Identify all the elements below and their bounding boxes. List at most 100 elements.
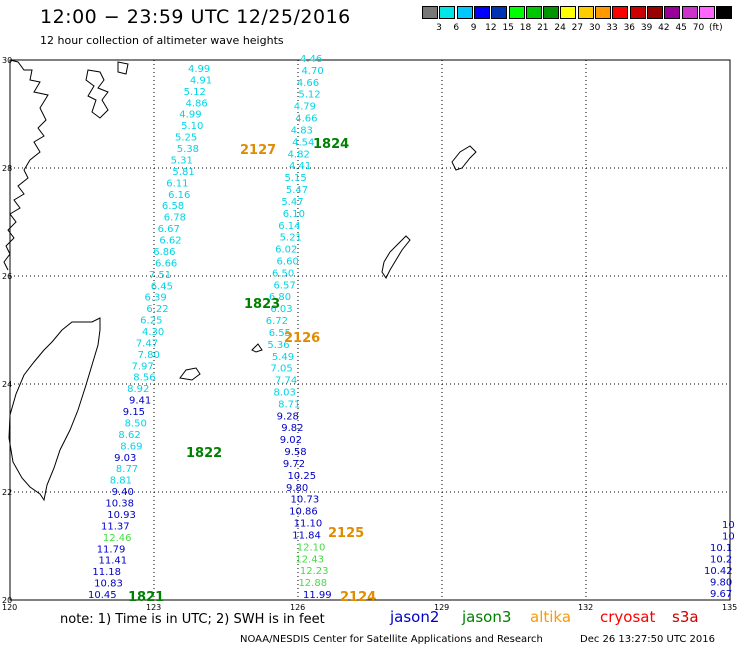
lat-lon-grid bbox=[9, 59, 731, 601]
wave-height-value: 4.91 bbox=[190, 75, 212, 86]
legend-label: 18 bbox=[519, 23, 532, 33]
wave-height-value: 10.86 bbox=[289, 507, 318, 518]
wave-height-value: 5.47 bbox=[281, 197, 303, 208]
wave-height-value: 6.57 bbox=[273, 280, 295, 291]
lon-label: 126 bbox=[290, 603, 305, 610]
wave-height-value: 9.82 bbox=[281, 423, 303, 434]
lat-label: 22 bbox=[2, 488, 12, 497]
legend-swatch bbox=[646, 6, 663, 19]
wave-height-value: 11.84 bbox=[292, 530, 321, 541]
lon-label: 123 bbox=[146, 603, 161, 610]
wave-height-value: 6.14 bbox=[278, 221, 300, 232]
wave-height-value: 6.10 bbox=[283, 209, 305, 220]
wave-height-value: 6.62 bbox=[159, 236, 181, 247]
wave-height-value: 6.39 bbox=[145, 293, 167, 304]
wave-height-value: 6.66 bbox=[155, 258, 177, 269]
wave-height-value: 12.43 bbox=[295, 554, 324, 565]
lat-label: 28 bbox=[2, 164, 12, 173]
wave-height-value: 11.37 bbox=[101, 521, 130, 532]
wave-height-value: 6.86 bbox=[153, 247, 175, 258]
satellite-s3a: s3a bbox=[672, 608, 699, 626]
legend-label: 12 bbox=[485, 23, 497, 33]
wave-height-value: 4.54 bbox=[292, 137, 314, 148]
wave-height-value: 10.73 bbox=[291, 495, 320, 506]
wave-height-value: 8.69 bbox=[120, 441, 142, 452]
wave-height-value: 5.31 bbox=[171, 155, 193, 166]
wave-height-value: 10.25 bbox=[287, 471, 316, 482]
taiwan-coastline bbox=[8, 317, 101, 502]
wave-height-value: 9.41 bbox=[129, 396, 151, 407]
satellite-cryosat: cryosat bbox=[600, 608, 656, 626]
wave-height-value: 10.38 bbox=[105, 499, 134, 510]
map-subtitle: 12 hour collection of altimeter wave hei… bbox=[40, 34, 284, 47]
wave-height-value: 9.80 bbox=[710, 578, 732, 589]
wave-height-value: 4.99 bbox=[188, 64, 210, 75]
wave-height-value: 8.92 bbox=[127, 384, 149, 395]
wave-height-value: 11.41 bbox=[99, 556, 128, 567]
lon-label: 132 bbox=[578, 603, 593, 610]
wave-height-value: 4.70 bbox=[301, 66, 323, 77]
wave-height-value: 9.02 bbox=[280, 435, 302, 446]
legend-swatch bbox=[508, 6, 525, 19]
note-text: note: 1) Time is in UTC; 2) SWH is in fe… bbox=[60, 612, 325, 627]
wave-height-value: 7.74 bbox=[275, 376, 297, 387]
satellite-jason2: jason2 bbox=[390, 608, 440, 626]
wave-height-value: 11.99 bbox=[303, 590, 332, 601]
japan-islands-2 bbox=[117, 61, 129, 75]
wave-height-value: 5.15 bbox=[284, 173, 306, 184]
wave-height-value: 11.10 bbox=[294, 519, 323, 530]
wave-height-value: 9.40 bbox=[112, 487, 134, 498]
wave-height-value: 12.10 bbox=[297, 542, 326, 553]
track-label: 2127 bbox=[240, 143, 276, 158]
track-label: 1821 bbox=[128, 590, 164, 605]
wave-height-value: 8.71 bbox=[278, 399, 300, 410]
legend-swatch bbox=[473, 6, 490, 19]
amami-island bbox=[451, 145, 477, 171]
wave-height-value: 6.80 bbox=[269, 292, 291, 303]
lat-label: 20 bbox=[2, 596, 12, 605]
track-labels: 1824 2127 1823 2126 1822 2125 2124 1821 bbox=[128, 137, 376, 605]
wave-height-value: 7.80 bbox=[138, 350, 160, 361]
legend-label: 15 bbox=[502, 23, 514, 33]
wave-height-value: 4.82 bbox=[288, 149, 310, 160]
footer-credit: NOAA/NESDIS Center for Satellite Applica… bbox=[240, 634, 543, 645]
wave-height-value: 12.23 bbox=[300, 566, 329, 577]
wave-height-value: 8.77 bbox=[116, 464, 138, 475]
wave-height-value: 6.02 bbox=[275, 245, 297, 256]
wave-height-value: 4.30 bbox=[142, 327, 164, 338]
wave-height-value: 9.67 bbox=[710, 589, 732, 600]
wave-height-value: 7.97 bbox=[131, 361, 153, 372]
legend-label: (ft) bbox=[709, 23, 723, 33]
lat-label: 26 bbox=[2, 272, 12, 281]
coastlines bbox=[3, 59, 477, 502]
wave-height-value: 10.2 bbox=[710, 555, 732, 566]
wave-height-value: 10.93 bbox=[107, 510, 136, 521]
wave-height-value: 4.99 bbox=[179, 110, 201, 121]
legend-swatch bbox=[491, 6, 508, 19]
legend-swatch bbox=[716, 6, 733, 19]
miyako-island bbox=[251, 343, 263, 353]
wave-height-value: 4.86 bbox=[185, 98, 207, 109]
japan-islands-1 bbox=[85, 69, 109, 119]
wave-height-value: 6.11 bbox=[166, 178, 188, 189]
legend-label: 42 bbox=[658, 23, 670, 33]
wave-height-value: 7.47 bbox=[136, 338, 158, 349]
wave-height-value: 4.83 bbox=[291, 125, 313, 136]
wave-height-value: 10.1 bbox=[710, 543, 732, 554]
wave-height-value: 4.41 bbox=[289, 161, 311, 172]
footer-timestamp: Dec 26 13:27:50 UTC 2016 bbox=[580, 634, 715, 645]
map-frame bbox=[9, 59, 731, 601]
legend-label: 27 bbox=[571, 23, 584, 33]
wave-height-value: 9.03 bbox=[114, 453, 136, 464]
legend-swatch bbox=[629, 6, 646, 19]
legend-label: 6 bbox=[453, 23, 460, 33]
legend-swatch bbox=[595, 6, 611, 19]
wave-height-value: 11.18 bbox=[92, 567, 121, 578]
wave-height-value: 8.50 bbox=[125, 418, 147, 429]
wave-height-value: 5.21 bbox=[280, 233, 302, 244]
map-title: 12:00 − 23:59 UTC 12/25/2016 bbox=[40, 6, 351, 28]
legend-swatch bbox=[422, 6, 438, 19]
legend-label: 9 bbox=[470, 23, 477, 33]
longitude-labels: 120 123 126 129 132 135 bbox=[2, 603, 737, 610]
legend-label: 39 bbox=[640, 23, 653, 33]
